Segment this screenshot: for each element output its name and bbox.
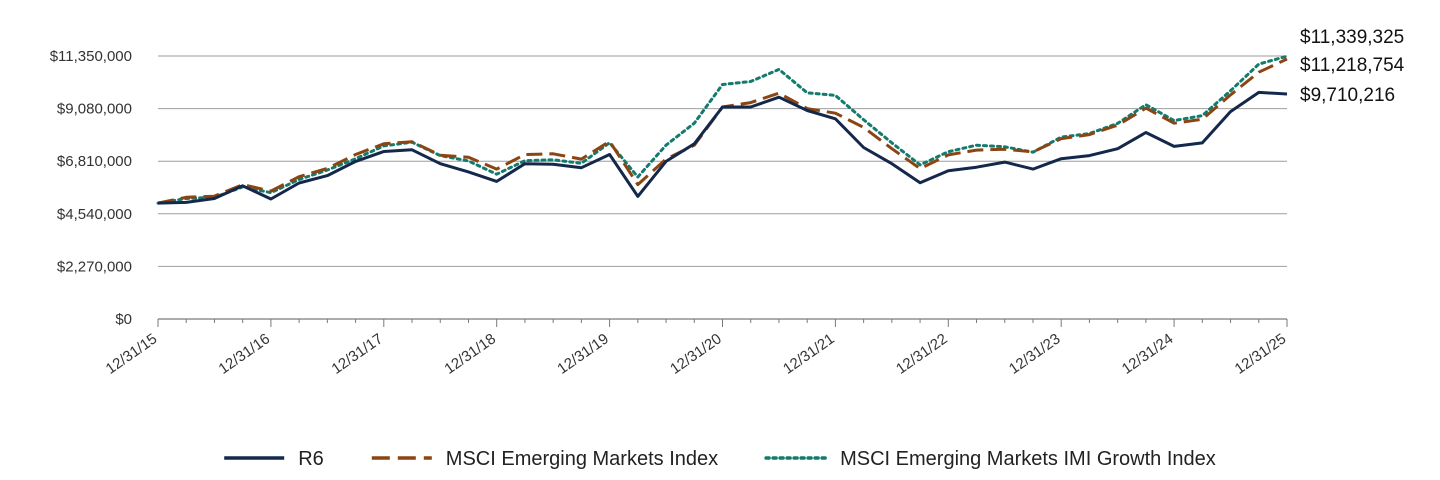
legend-label: MSCI Emerging Markets Index <box>446 448 718 470</box>
series-line-0 <box>157 90 1288 205</box>
series-line-1 <box>157 57 1288 205</box>
series-lines <box>156 54 1289 205</box>
x-tick-label: 12/31/15 <box>103 330 161 377</box>
x-tick-label: 12/31/17 <box>329 330 387 377</box>
series-line-2 <box>156 54 1289 205</box>
axes: $0 $2,270,000 $4,540,000 $6,810,000 $9,080,0… <box>50 48 1290 378</box>
x-tick-label: 12/31/24 <box>1119 330 1177 377</box>
end-value-labels: $11,339,325 $11,218,754 $9,710,216 <box>1300 27 1405 106</box>
x-tick-label: 12/31/23 <box>1006 330 1064 377</box>
y-tick-label: $6,810,000 <box>57 153 132 170</box>
legend-item-0: R6 <box>224 448 324 470</box>
legend-item-2: MSCI Emerging Markets IMI Growth Index <box>764 448 1216 470</box>
legend-label: R6 <box>298 448 324 470</box>
x-tick-label: 12/31/25 <box>1232 330 1290 377</box>
y-tick-label: $9,080,000 <box>57 101 132 118</box>
y-tick-label: $2,270,000 <box>57 258 132 275</box>
legend: R6 MSCI Emerging Markets Index MSCI Emergi… <box>224 448 1216 470</box>
y-tick-label: $0 <box>115 311 132 328</box>
legend-label: MSCI Emerging Markets IMI Growth Index <box>840 448 1216 470</box>
legend-item-1: MSCI Emerging Markets Index <box>371 448 718 470</box>
end-value-label: $11,218,754 <box>1300 55 1405 76</box>
grid-lines <box>158 55 1287 267</box>
x-tick-label: 12/31/20 <box>667 330 725 377</box>
x-tick-label: 12/31/19 <box>554 330 612 377</box>
y-tick-label: $4,540,000 <box>57 206 132 223</box>
end-value-label: $9,710,216 <box>1300 85 1395 106</box>
x-tick-label: 12/31/21 <box>780 330 838 377</box>
y-tick-label: $11,350,000 <box>50 48 132 65</box>
x-tick-label: 12/31/16 <box>216 330 274 377</box>
end-value-label: $11,339,325 <box>1300 27 1404 48</box>
x-tick-label: 12/31/18 <box>441 330 499 377</box>
x-tick-label: 12/31/22 <box>893 330 951 377</box>
